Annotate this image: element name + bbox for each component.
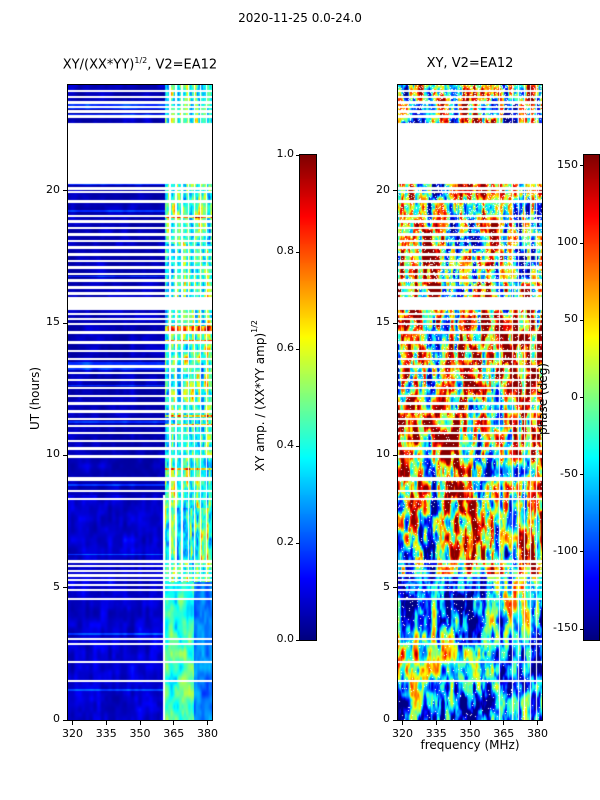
- x-tick-label: 335: [95, 727, 117, 740]
- colorbar-tick-mark: [296, 445, 299, 447]
- x-tick-label: 365: [163, 727, 185, 740]
- x-tick-label: 380: [197, 727, 218, 740]
- x-tick-mark: [72, 721, 73, 725]
- colorbar-tick-label: 0.4: [276, 438, 295, 451]
- y-tick-label: 15: [376, 315, 390, 329]
- colorbar-tick-label: -50: [560, 466, 578, 480]
- y-tick-mark: [63, 322, 67, 324]
- colorbar-tick-label: 50: [564, 312, 578, 326]
- x-tick-mark: [173, 721, 175, 725]
- y-tick-mark: [393, 454, 397, 456]
- colorbar-tick-mark: [580, 165, 583, 167]
- colorbar-tick-mark: [296, 542, 299, 544]
- x-tick-label: 335: [425, 727, 447, 740]
- colorbar-tick-label: 0.6: [276, 341, 295, 354]
- y-tick-mark: [393, 587, 397, 589]
- colorbar-tick-label: -150: [553, 621, 578, 635]
- y-tick-mark: [63, 190, 67, 192]
- colorbar-tick-mark: [580, 551, 583, 553]
- x-tick-mark: [503, 721, 505, 725]
- colorbar-tick-mark: [580, 319, 583, 321]
- x-tick-mark: [139, 721, 141, 725]
- x-tick-label: 380: [527, 727, 548, 740]
- left-panel-title-sup: 1/2: [134, 56, 148, 65]
- colorbar-tick-label: 100: [557, 235, 578, 249]
- x-tick-mark: [207, 721, 208, 725]
- y-tick-label: 20: [376, 182, 390, 196]
- x-tick-mark: [402, 721, 403, 725]
- colorbar-tick-mark: [580, 474, 583, 476]
- left-colorbar-label-sup: 1/2: [250, 320, 259, 333]
- colorbar-tick-mark: [580, 397, 583, 398]
- colorbar-tick-mark: [580, 628, 583, 630]
- y-tick-label: 20: [46, 182, 60, 196]
- x-tick-mark: [435, 721, 437, 725]
- colorbar-tick-mark: [296, 348, 299, 350]
- x-tick-label: 320: [392, 727, 413, 740]
- left-y-axis-label: UT (hours): [28, 367, 42, 431]
- y-tick-mark: [393, 322, 397, 324]
- colorbar-tick-mark: [296, 251, 299, 253]
- y-tick-label: 15: [46, 315, 60, 329]
- x-tick-mark: [105, 721, 107, 725]
- colorbar-tick-mark: [296, 639, 299, 641]
- x-axis-label: frequency (MHz): [420, 738, 520, 752]
- colorbar-tick-label: -100: [553, 543, 578, 557]
- left-heatmap-canvas: [67, 84, 213, 721]
- x-tick-label: 350: [129, 727, 151, 740]
- x-tick-label: 365: [493, 727, 515, 740]
- left-panel-title: XY/(XX*YY)1/2, V2=EA12: [40, 56, 240, 72]
- colorbar-tick-label: 1.0: [276, 147, 295, 160]
- y-tick-label: 5: [53, 579, 60, 593]
- x-tick-mark: [537, 721, 538, 725]
- right-colorbar-canvas: [583, 154, 600, 641]
- y-tick-mark: [393, 190, 397, 192]
- y-tick-mark: [63, 454, 67, 456]
- y-tick-mark: [63, 719, 67, 721]
- figure-title: 2020-11-25 0.0-24.0: [238, 11, 362, 25]
- x-tick-mark: [469, 721, 471, 725]
- colorbar-tick-label: 150: [557, 157, 578, 171]
- left-panel-title-base: XY/(XX*YY): [62, 57, 135, 73]
- colorbar-tick-label: 0.2: [276, 535, 295, 548]
- right-panel-title: XY, V2=EA12: [426, 56, 514, 71]
- colorbar-tick-mark: [296, 154, 299, 156]
- left-colorbar-canvas: [299, 154, 317, 641]
- colorbar-tick-mark: [580, 242, 583, 244]
- y-tick-label: 5: [383, 579, 390, 593]
- colorbar-tick-label: 0: [571, 389, 578, 403]
- x-tick-label: 350: [459, 727, 481, 740]
- y-tick-label: 10: [46, 447, 60, 461]
- colorbar-tick-label: 0.0: [276, 632, 295, 645]
- left-panel-title-rest: , V2=EA12: [147, 57, 218, 73]
- y-tick-label: 0: [383, 712, 390, 725]
- y-tick-mark: [63, 587, 67, 589]
- x-tick-label: 320: [62, 727, 83, 740]
- y-tick-mark: [393, 719, 397, 721]
- y-tick-label: 0: [53, 712, 60, 725]
- colorbar-tick-label: 0.8: [276, 244, 295, 257]
- y-tick-label: 10: [376, 447, 390, 461]
- right-heatmap-canvas: [397, 84, 543, 721]
